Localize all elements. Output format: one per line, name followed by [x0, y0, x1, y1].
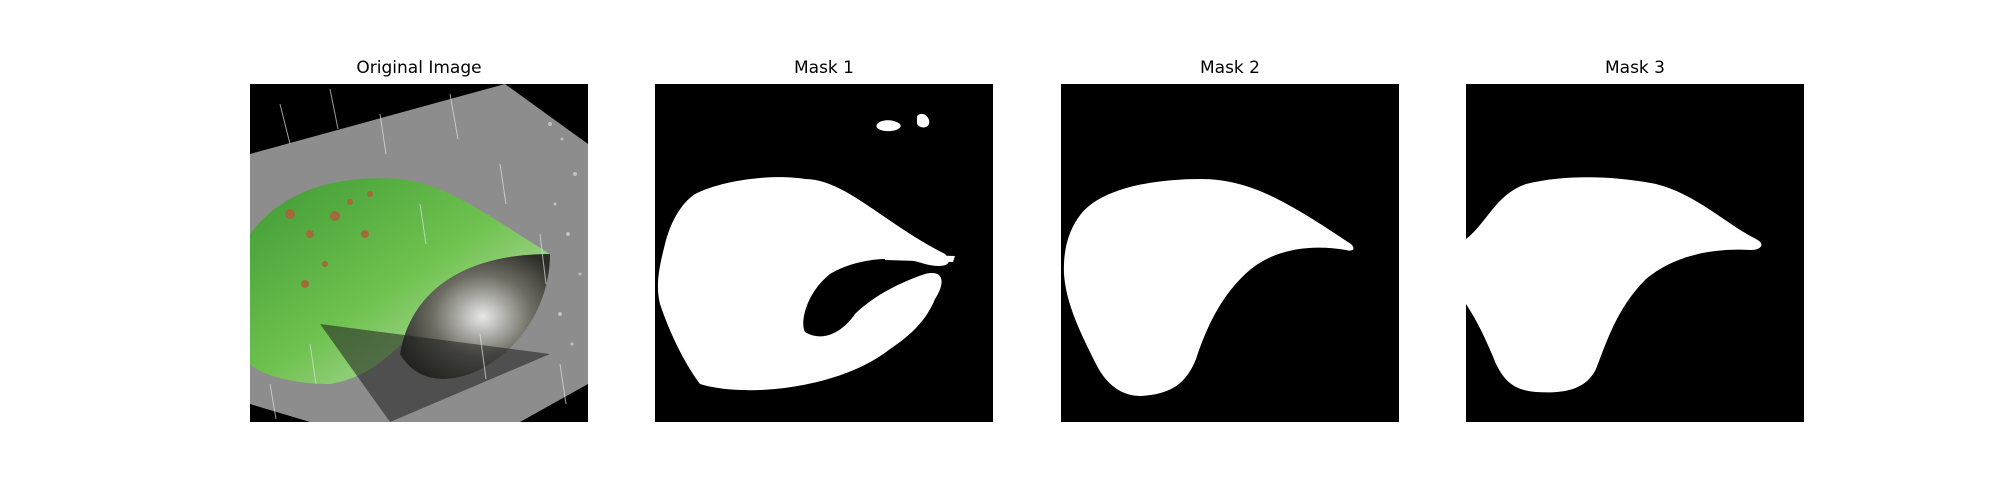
mask-2-panel — [1061, 84, 1399, 422]
leaf-photo-icon — [250, 84, 588, 422]
panel-title-mask-2: Mask 2 — [1199, 58, 1260, 78]
segmentation-mask-icon — [1466, 84, 1804, 422]
panel-title-original: Original Image — [356, 58, 482, 78]
mask-3-panel — [1466, 84, 1804, 422]
segmentation-mask-icon — [655, 84, 993, 422]
panel-title-mask-3: Mask 3 — [1604, 58, 1665, 78]
original-image-panel — [250, 84, 588, 422]
segmentation-mask-icon — [1061, 84, 1399, 422]
panel-title-mask-1: Mask 1 — [793, 58, 854, 78]
mask-1-panel — [655, 84, 993, 422]
